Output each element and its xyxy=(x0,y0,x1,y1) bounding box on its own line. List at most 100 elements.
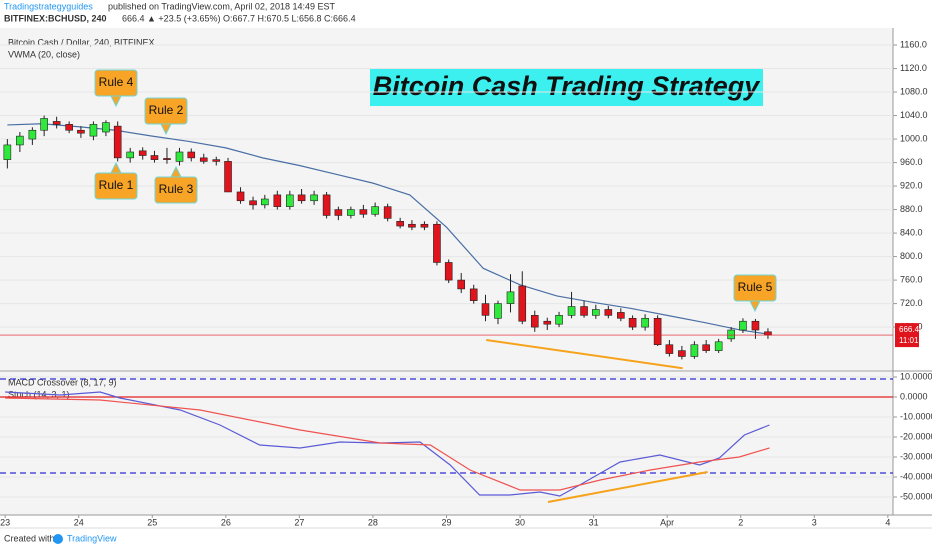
candle-body xyxy=(714,341,723,351)
callout-label: Rule 2 xyxy=(149,103,184,117)
candle-body xyxy=(543,320,552,325)
x-tick-label: 2 xyxy=(738,517,743,527)
candle-body xyxy=(751,320,760,331)
series-label: Bitcoin Cash / Dollar, 240, BITFINEX xyxy=(8,37,155,47)
candle-body xyxy=(702,344,710,351)
candle-body xyxy=(187,151,196,159)
candle-body xyxy=(3,144,12,160)
candle-body xyxy=(297,194,306,202)
candle-body xyxy=(653,317,662,346)
candle-body xyxy=(334,209,343,216)
candle-body xyxy=(617,312,625,319)
y-tick-label: 840.0 xyxy=(900,227,923,237)
candle-body xyxy=(678,350,686,357)
callout xyxy=(94,69,138,97)
last-price-badge xyxy=(895,323,919,348)
x-tick-label: 26 xyxy=(221,517,231,527)
candle-body xyxy=(530,315,539,328)
candle-body xyxy=(150,155,159,160)
candle-body xyxy=(236,191,245,202)
indicator-label: VWMA (20, close) xyxy=(8,49,80,59)
indicator-line xyxy=(5,397,770,491)
y-tick-label: 960.0 xyxy=(900,157,923,167)
created-with: Created with xyxy=(4,533,55,543)
candle-body xyxy=(52,121,61,125)
candle-body xyxy=(408,223,416,228)
candle-body xyxy=(163,158,171,160)
x-tick-label: 25 xyxy=(147,517,157,527)
candle-body xyxy=(273,194,282,207)
candle-body xyxy=(494,303,502,319)
callout xyxy=(154,176,198,204)
y-tick-label: 1000.0 xyxy=(900,133,928,143)
candle-body xyxy=(555,315,563,325)
countdown: 11:01 xyxy=(899,336,919,345)
candle-body xyxy=(739,320,747,331)
candle-body xyxy=(89,124,98,137)
callout-label: Rule 3 xyxy=(159,182,194,196)
x-tick-label: Apr xyxy=(660,517,674,527)
candle-body xyxy=(764,331,772,336)
callout-pointer xyxy=(170,165,182,178)
callout-label: Rule 5 xyxy=(738,280,773,294)
candle-body xyxy=(359,209,368,215)
candle-body xyxy=(28,129,37,140)
callout xyxy=(144,97,188,125)
x-tick-label: 31 xyxy=(589,517,599,527)
candle-body xyxy=(433,223,441,263)
candle-body xyxy=(641,317,649,328)
callout-pointer xyxy=(110,161,122,174)
candle-body xyxy=(77,129,85,134)
y-tick-label: 1080.0 xyxy=(900,86,928,96)
candle-body xyxy=(261,198,269,206)
y-tick-label: -40.0000 xyxy=(900,471,932,481)
quote: 666.4 ▲ +23.5 (+3.65%) O:667.7 H:670.5 L… xyxy=(122,13,356,23)
y-tick-label: 1160.0 xyxy=(900,39,927,49)
candle-body xyxy=(102,122,110,133)
candle-body xyxy=(347,209,355,216)
candle-body xyxy=(567,306,576,316)
candle-body xyxy=(286,194,294,207)
candle-body xyxy=(383,206,392,219)
callout-pointer xyxy=(160,123,172,136)
y-tick-label: 1040.0 xyxy=(900,110,928,120)
x-tick-label: 27 xyxy=(294,517,304,527)
candle-body xyxy=(310,194,318,202)
y-tick-label: -30.0000 xyxy=(900,451,932,461)
callout-label: Rule 4 xyxy=(99,75,134,89)
callout-label: Rule 1 xyxy=(99,178,134,192)
candle-body xyxy=(322,194,331,216)
trend-line xyxy=(547,471,708,503)
candle-body xyxy=(138,150,147,156)
trend-line xyxy=(486,339,683,370)
y-tick-label: 1120.0 xyxy=(900,63,927,73)
candle-body xyxy=(690,344,699,357)
candle-body xyxy=(224,161,232,193)
candle-body xyxy=(444,262,453,281)
title-box xyxy=(370,68,763,106)
y-tick-label: 760.0 xyxy=(900,274,923,284)
candle-body xyxy=(249,200,257,206)
candle-body xyxy=(113,125,122,159)
callout xyxy=(94,172,138,200)
candle-body xyxy=(420,223,429,228)
x-tick-label: 28 xyxy=(368,517,378,527)
brand: TradingView xyxy=(67,533,117,543)
x-tick-label: 24 xyxy=(74,517,84,527)
published: published on TradingView.com, April 02, … xyxy=(108,1,335,11)
candle-body xyxy=(506,291,515,304)
callout-pointer xyxy=(749,300,761,313)
y-tick-label: 0.0000 xyxy=(900,391,928,401)
x-tick-label: 23 xyxy=(0,517,10,527)
candle-body xyxy=(457,279,466,290)
y-tick-label: 880.0 xyxy=(900,204,923,214)
x-tick-label: 30 xyxy=(515,517,525,527)
callout-pointer xyxy=(110,95,122,108)
y-tick-label: 10.0000 xyxy=(900,371,932,381)
indicator-pane xyxy=(0,372,893,515)
y-tick-label: 800.0 xyxy=(900,251,923,261)
symbol: BITFINEX:BCHUSD, 240 xyxy=(4,13,107,23)
candle-body xyxy=(580,306,588,316)
candle-body xyxy=(518,285,527,322)
